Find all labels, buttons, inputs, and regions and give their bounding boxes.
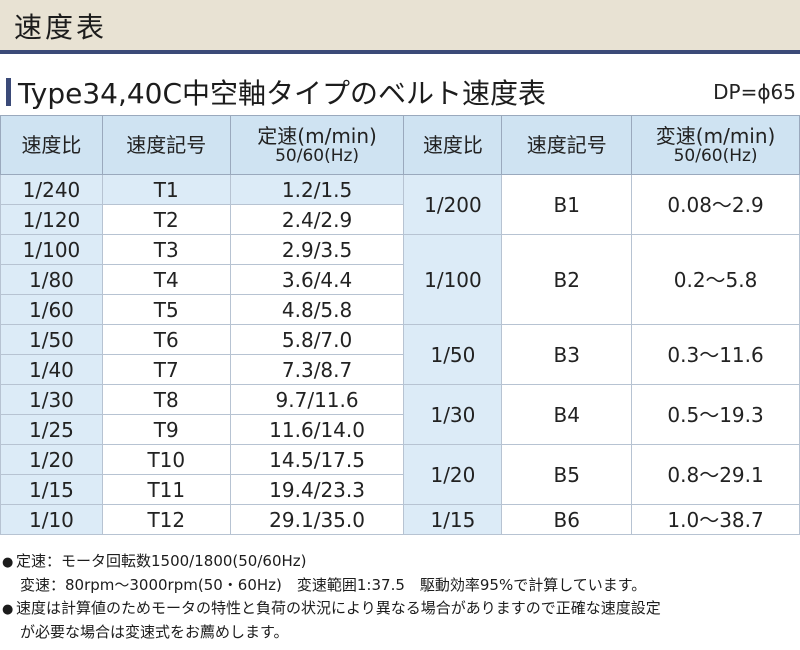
table-row: 1/10 T12 29.1/35.0 1/15 B6 1.0〜38.7 (0, 504, 800, 535)
code-cell-variable: B5 (501, 444, 633, 505)
ratio-cell-variable: 1/200 (403, 174, 503, 235)
section-accent-bar (6, 78, 11, 106)
note-text: 速度は計算値のためモータの特性と負荷の状況により異なる場合がありますので正確な速… (16, 599, 661, 617)
header-speed-left: 定速(m/min) 50/60(Hz) (229, 115, 405, 175)
ratio-cell: 1/15 (0, 474, 103, 505)
speed-cell: 1.2/1.5 (229, 174, 405, 205)
speed-range-cell: 0.08〜2.9 (631, 174, 800, 235)
code-cell-variable: B4 (501, 384, 633, 445)
ratio-cell: 1/20 (0, 444, 103, 475)
ratio-cell-variable: 1/50 (403, 324, 503, 385)
note-line: が必要な場合は変速式をお薦めします。 (2, 621, 798, 644)
code-cell: T12 (101, 504, 231, 535)
code-cell: T4 (101, 264, 231, 295)
header-speed-left-label: 定速(m/min) (257, 123, 377, 148)
speed-cell: 3.6/4.4 (229, 264, 405, 295)
note-line: 変速：80rpm〜3000rpm(50・60Hz) 変速範囲1:37.5 駆動効… (2, 574, 798, 597)
table-row: 1/40 T7 7.3/8.7 (0, 354, 800, 385)
code-cell-variable: B2 (501, 234, 633, 325)
header-ratio-right: 速度比 (403, 115, 503, 175)
code-cell: T5 (101, 294, 231, 325)
code-cell: T2 (101, 204, 231, 235)
footnotes: ● 定速：モータ回転数1500/1800(50/60Hz) 変速：80rpm〜30… (2, 550, 798, 644)
note-text: 変速：80rpm〜3000rpm(50・60Hz) 変速範囲1:37.5 駆動効… (20, 576, 647, 594)
speed-range-cell: 1.0〜38.7 (631, 504, 800, 535)
table-row: 1/240 T1 1.2/1.5 1/200 B1 0.08〜2.9 (0, 174, 800, 235)
section-title: Type34,40C中空軸タイプのベルト速度表 (18, 77, 547, 110)
ratio-cell-variable: 1/15 (403, 504, 503, 535)
code-cell-variable: B3 (501, 324, 633, 385)
speed-range-cell: 0.5〜19.3 (631, 384, 800, 445)
code-cell: T1 (101, 174, 231, 205)
pulley-diameter: DP=ϕ65 (713, 80, 796, 104)
table-row: 1/30 T8 9.7/11.6 1/30 B4 0.5〜19.3 (0, 384, 800, 445)
speed-table: 速度比 速度記号 定速(m/min) 50/60(Hz) 速度比 速度記号 変速… (0, 115, 800, 535)
bullet-icon: ● (2, 555, 14, 570)
ratio-cell-variable: 1/30 (403, 384, 503, 445)
note-text: が必要な場合は変速式をお薦めします。 (20, 623, 289, 641)
ratio-cell-variable: 1/100 (403, 234, 503, 325)
ratio-cell: 1/25 (0, 414, 103, 445)
speed-cell: 11.6/14.0 (229, 414, 405, 445)
speed-cell: 4.8/5.8 (229, 294, 405, 325)
header-speed-right-sub: 50/60(Hz) (673, 145, 758, 166)
speed-cell: 7.3/8.7 (229, 354, 405, 385)
code-cell: T6 (101, 324, 231, 355)
speed-range-cell: 0.8〜29.1 (631, 444, 800, 505)
speed-range-cell: 0.2〜5.8 (631, 234, 800, 325)
table-row: 1/25 T9 11.6/14.0 (0, 414, 800, 445)
ratio-cell: 1/80 (0, 264, 103, 295)
ratio-cell: 1/120 (0, 204, 103, 235)
note-line: ● 定速：モータ回転数1500/1800(50/60Hz) (2, 550, 798, 574)
header-ratio-left: 速度比 (0, 115, 103, 175)
speed-cell: 14.5/17.5 (229, 444, 405, 475)
code-cell: T11 (101, 474, 231, 505)
ratio-cell: 1/50 (0, 324, 103, 355)
code-cell: T7 (101, 354, 231, 385)
note-line: ● 速度は計算値のためモータの特性と負荷の状況により異なる場合がありますので正確な… (2, 597, 798, 621)
table-row: 1/120 T2 2.4/2.9 (0, 204, 800, 235)
code-cell-variable: B1 (501, 174, 633, 235)
speed-cell: 19.4/23.3 (229, 474, 405, 505)
header-speed-right-label: 変速(m/min) (655, 123, 776, 148)
ratio-cell: 1/30 (0, 384, 103, 415)
speed-cell: 2.4/2.9 (229, 204, 405, 235)
code-cell: T3 (101, 234, 231, 265)
header-code-left: 速度記号 (101, 115, 231, 175)
table-header-row: 速度比 速度記号 定速(m/min) 50/60(Hz) 速度比 速度記号 変速… (0, 115, 800, 175)
code-cell-variable: B6 (501, 504, 633, 535)
table-row: 1/60 T5 4.8/5.8 (0, 294, 800, 325)
table-row: 1/100 T3 2.9/3.5 1/100 B2 0.2〜5.8 (0, 234, 800, 325)
code-cell: T10 (101, 444, 231, 475)
speed-range-cell: 0.3〜11.6 (631, 324, 800, 385)
table-row: 1/50 T6 5.8/7.0 1/50 B3 0.3〜11.6 (0, 324, 800, 385)
ratio-cell: 1/100 (0, 234, 103, 265)
bullet-icon: ● (2, 602, 14, 617)
note-text: 定速：モータ回転数1500/1800(50/60Hz) (16, 552, 307, 570)
ratio-cell: 1/240 (0, 174, 103, 205)
header-code-right: 速度記号 (501, 115, 633, 175)
code-cell: T9 (101, 414, 231, 445)
ratio-cell: 1/60 (0, 294, 103, 325)
header-band: 速度表 (0, 0, 800, 54)
ratio-cell: 1/40 (0, 354, 103, 385)
page-title: 速度表 (14, 11, 108, 44)
speed-cell: 5.8/7.0 (229, 324, 405, 355)
header-speed-left-sub: 50/60(Hz) (275, 145, 360, 166)
table-row: 1/80 T4 3.6/4.4 (0, 264, 800, 295)
speed-cell: 9.7/11.6 (229, 384, 405, 415)
header-speed-right: 変速(m/min) 50/60(Hz) (631, 115, 800, 175)
table-row: 1/20 T10 14.5/17.5 1/20 B5 0.8〜29.1 (0, 444, 800, 505)
ratio-cell-variable: 1/20 (403, 444, 503, 505)
speed-cell: 2.9/3.5 (229, 234, 405, 265)
speed-cell: 29.1/35.0 (229, 504, 405, 535)
ratio-cell: 1/10 (0, 504, 103, 535)
code-cell: T8 (101, 384, 231, 415)
